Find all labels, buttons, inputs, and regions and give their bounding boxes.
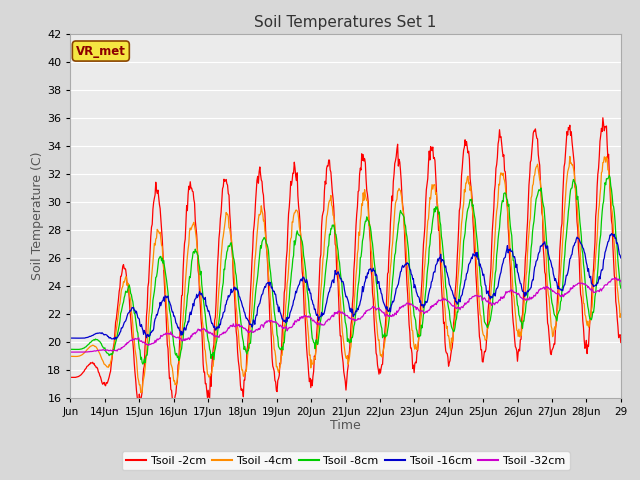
Line: Tsoil -8cm: Tsoil -8cm (70, 176, 621, 364)
Tsoil -16cm (607, 231, 615, 237)
Line: Tsoil -2cm: Tsoil -2cm (70, 118, 621, 405)
Tsoil -2cm (131, 370, 139, 375)
Tsoil -16cm (233, 287, 241, 293)
Tsoil -4cm (260, 217, 268, 223)
Tsoil -16cm (434, 256, 442, 262)
Tsoil -32cm (67, 349, 74, 355)
Tsoil -2cm (260, 204, 268, 210)
Tsoil -8cm (403, 234, 411, 240)
Tsoil -32cm (74, 349, 82, 355)
Tsoil -32cm (281, 325, 289, 331)
Tsoil -8cm (233, 281, 241, 287)
Tsoil -4cm (137, 390, 145, 396)
Tsoil -32cm (260, 322, 268, 327)
Tsoil -8cm (617, 285, 625, 291)
Legend: Tsoil -2cm, Tsoil -4cm, Tsoil -8cm, Tsoil -16cm, Tsoil -32cm: Tsoil -2cm, Tsoil -4cm, Tsoil -8cm, Tsoi… (122, 451, 570, 470)
Tsoil -16cm (260, 286, 268, 291)
Line: Tsoil -32cm: Tsoil -32cm (70, 278, 621, 352)
Tsoil -8cm (281, 329, 289, 335)
Tsoil -4cm (403, 262, 411, 267)
Tsoil -4cm (617, 311, 625, 317)
Tsoil -4cm (434, 203, 442, 209)
Tsoil -32cm (233, 323, 241, 329)
X-axis label: Time: Time (330, 419, 361, 432)
Tsoil -32cm (612, 275, 620, 281)
Tsoil -2cm (233, 334, 241, 340)
Tsoil -16cm (281, 317, 289, 323)
Tsoil -4cm (131, 346, 139, 352)
Tsoil -16cm (67, 335, 74, 341)
Tsoil -16cm (403, 260, 411, 265)
Tsoil -16cm (132, 310, 140, 316)
Tsoil -2cm (281, 286, 289, 291)
Tsoil -16cm (111, 336, 119, 342)
Tsoil -8cm (605, 173, 613, 179)
Tsoil -16cm (617, 255, 625, 261)
Tsoil -8cm (434, 206, 442, 212)
Tsoil -2cm (617, 340, 625, 346)
Line: Tsoil -16cm: Tsoil -16cm (70, 234, 621, 339)
Tsoil -32cm (434, 299, 442, 305)
Tsoil -2cm (434, 212, 442, 217)
Title: Soil Temperatures Set 1: Soil Temperatures Set 1 (255, 15, 436, 30)
Tsoil -2cm (599, 115, 607, 120)
Text: VR_met: VR_met (76, 45, 126, 58)
Tsoil -4cm (566, 154, 573, 159)
Tsoil -32cm (403, 300, 411, 306)
Tsoil -2cm (403, 281, 411, 287)
Tsoil -8cm (131, 312, 139, 317)
Y-axis label: Soil Temperature (C): Soil Temperature (C) (31, 152, 44, 280)
Tsoil -2cm (67, 374, 74, 380)
Tsoil -8cm (139, 361, 147, 367)
Tsoil -4cm (67, 353, 74, 359)
Tsoil -2cm (170, 402, 177, 408)
Tsoil -4cm (233, 310, 241, 316)
Line: Tsoil -4cm: Tsoil -4cm (70, 156, 621, 393)
Tsoil -32cm (617, 279, 625, 285)
Tsoil -8cm (67, 347, 74, 352)
Tsoil -32cm (132, 336, 140, 341)
Tsoil -8cm (260, 235, 268, 240)
Tsoil -4cm (281, 323, 289, 329)
